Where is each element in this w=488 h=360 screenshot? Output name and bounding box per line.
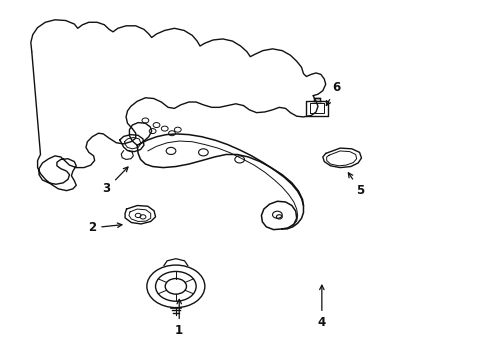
Text: 4: 4	[317, 285, 325, 329]
Text: 5: 5	[347, 173, 364, 197]
Text: 2: 2	[88, 221, 122, 234]
Text: 1: 1	[175, 300, 183, 337]
Text: 6: 6	[325, 81, 340, 105]
Text: 3: 3	[102, 167, 128, 195]
